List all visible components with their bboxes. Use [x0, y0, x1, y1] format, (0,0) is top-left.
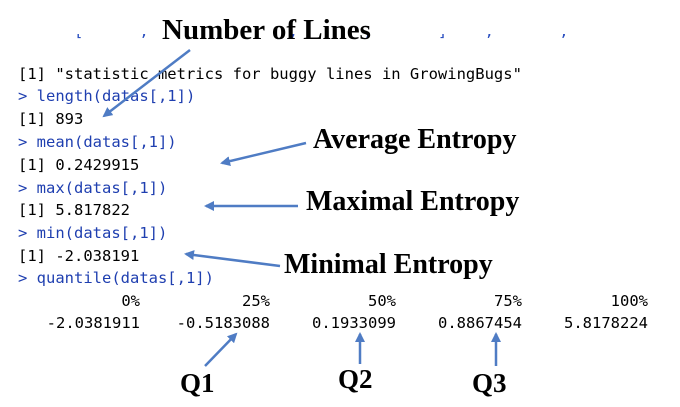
quantile-value: -0.5183088 — [176, 314, 270, 332]
quantile-header: 25% — [242, 292, 270, 310]
annotation-q2: Q2 — [338, 364, 373, 394]
quantile-header: 0% — [121, 292, 140, 310]
quantile-header: 75% — [494, 292, 522, 310]
quantile-value: 0.1933099 — [312, 314, 396, 332]
arrow-minimal-entropy — [184, 250, 281, 268]
console-command-line: > max(datas[,1]) — [18, 179, 168, 197]
arrow-average-entropy — [220, 141, 307, 167]
arrow-q1 — [204, 332, 238, 367]
clipped-previous-line: [ , , , , ] , , — [18, 34, 658, 44]
quantile-header: 50% — [368, 292, 396, 310]
console-output-line: [1] "statistic metrics for buggy lines i… — [18, 65, 522, 83]
quantile-header: 100% — [610, 292, 648, 310]
console-output-line: [1] 5.817822 — [18, 201, 130, 219]
annotation-q1: Q1 — [180, 368, 215, 398]
quantile-value: 0.8867454 — [438, 314, 522, 332]
annotation-maximal-entropy: Maximal Entropy — [306, 186, 520, 217]
arrow-number-of-lines — [102, 49, 191, 118]
quantile-value: -2.0381911 — [46, 314, 140, 332]
console-command-line: > length(datas[,1]) — [18, 87, 196, 105]
annotation-number-of-lines: Number of Lines — [162, 14, 371, 46]
annotation-minimal-entropy: Minimal Entropy — [284, 249, 493, 280]
console-output-line: [1] 893 — [18, 110, 84, 128]
console-command-line: > mean(datas[,1]) — [18, 133, 177, 151]
annotation-q3: Q3 — [472, 368, 507, 398]
annotation-average-entropy: Average Entropy — [313, 124, 517, 155]
quantile-value: 5.8178224 — [564, 314, 648, 332]
console-command-line: > quantile(datas[,1]) — [18, 269, 214, 287]
console-output-line: [1] -2.038191 — [18, 247, 140, 265]
console-command-line: > min(datas[,1]) — [18, 224, 168, 242]
console-output-line: [1] 0.2429915 — [18, 156, 140, 174]
